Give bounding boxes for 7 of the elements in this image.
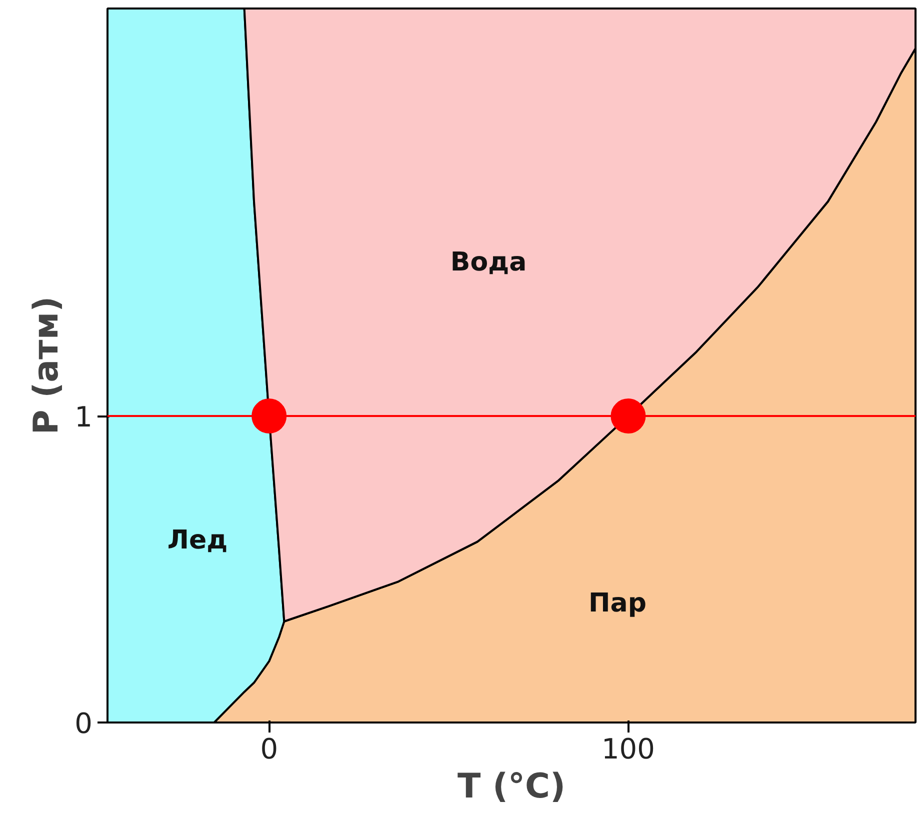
y-axis-title: P (атм): [26, 296, 67, 435]
x-tick-label: 100: [601, 732, 655, 766]
x-axis-title: T (°C): [457, 766, 566, 806]
annotation: Пар: [588, 588, 646, 618]
y-tick-label: 1: [74, 400, 93, 434]
annotation: Лед: [167, 526, 228, 556]
annotation: Вода: [450, 248, 527, 278]
